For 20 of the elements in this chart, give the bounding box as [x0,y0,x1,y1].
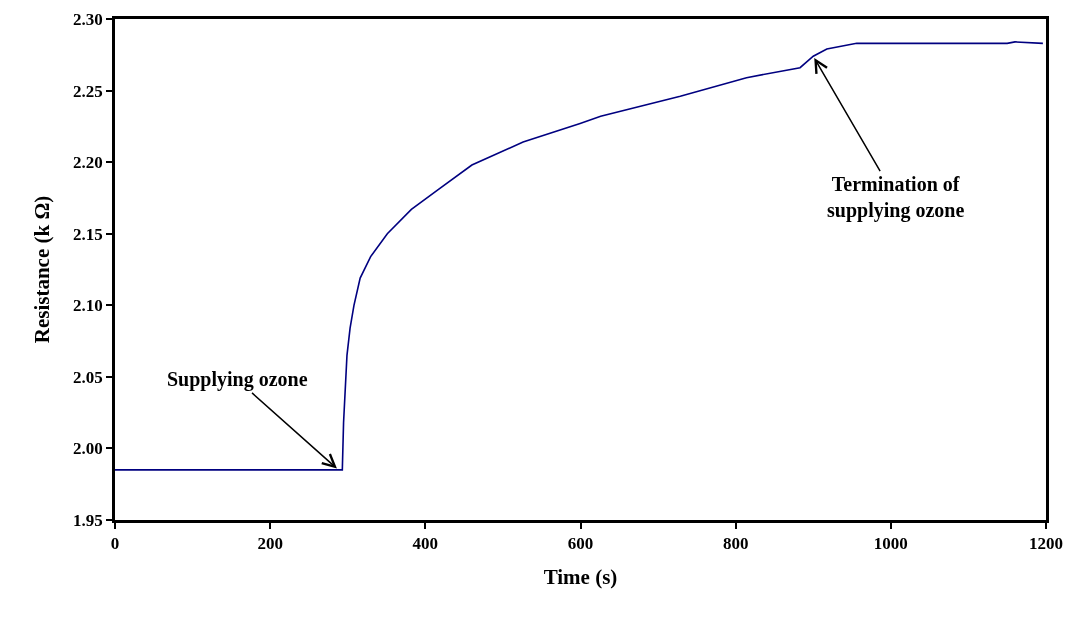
x-tick-label: 400 [412,534,439,554]
y-axis-title: Resistance (k Ω) [30,195,55,344]
y-tick-label: 2.10 [73,296,103,316]
x-tick-label: 1000 [873,534,908,554]
y-tick-label: 2.15 [73,224,103,244]
y-tick-label: 1.95 [73,510,103,530]
y-tick-label: 2.30 [73,9,103,29]
x-tick-label: 0 [110,534,120,554]
x-tick-label: 600 [567,534,594,554]
y-tick-label: 2.00 [73,439,103,459]
annotation: Supplying ozone [167,368,308,391]
x-tick-label: 200 [257,534,283,554]
x-axis-title: Time (s) [543,565,618,590]
x-tick-label: 800 [722,534,749,554]
line-series [115,41,1044,471]
x-tick-label: 1200 [1029,534,1063,554]
annotation: Termination of supplying ozone [827,173,965,222]
y-tick-label: 2.05 [73,367,103,387]
y-tick-label: 2.25 [73,81,103,101]
y-tick-label: 2.20 [73,153,103,173]
